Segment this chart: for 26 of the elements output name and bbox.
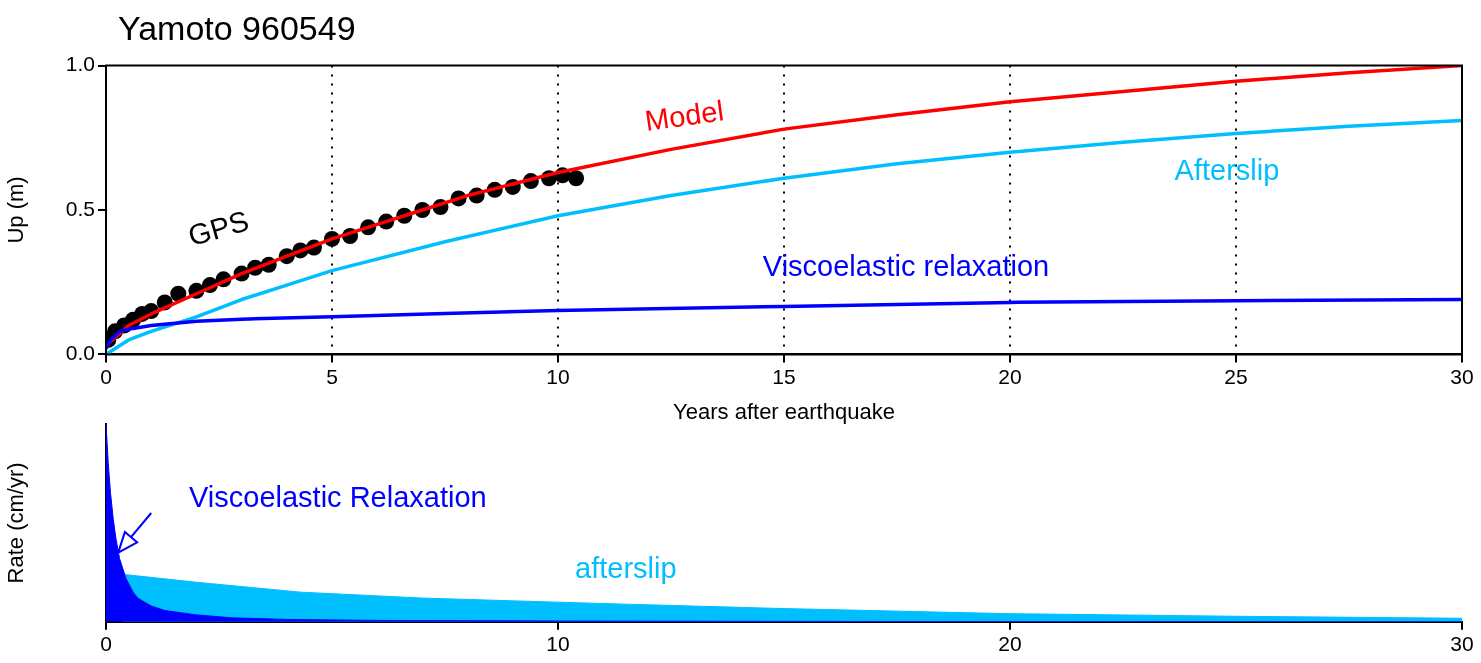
x-tick-label: 0 (100, 632, 112, 656)
series-label: Afterslip (1174, 154, 1280, 187)
y-axis-title: Up (m) (3, 176, 29, 244)
x-tick-label: 10 (546, 632, 570, 656)
x-tick-label: 20 (998, 364, 1022, 388)
text: GPS (184, 204, 253, 253)
x-tick-label: 5 (326, 364, 338, 388)
x-tick-label: 0 (100, 364, 112, 388)
text: Model (642, 94, 726, 137)
y-tick-label: 1.0 (65, 52, 95, 76)
x-tick-label: 10 (546, 364, 570, 388)
x-axis-title: Years after earthquake (673, 398, 895, 424)
y-axis-title: Rate (cm/yr) (3, 462, 29, 584)
text: Viscoelastic Relaxation (189, 481, 487, 514)
y-tick-label: 0.5 (65, 196, 95, 220)
point (568, 170, 585, 187)
x-tick-label: 30 (1450, 632, 1474, 656)
x-tick-label: 20 (998, 632, 1022, 656)
x-tick-label: 15 (772, 364, 796, 388)
x-tick-label: 25 (1224, 364, 1248, 388)
series-label: Viscoelastic relaxation (762, 249, 1050, 282)
y-tick-label: 0.0 (65, 341, 95, 365)
point (170, 285, 187, 302)
x-tick-label: 30 (1450, 364, 1474, 388)
chart-title: Yamoto 960549 (117, 8, 357, 49)
series-label: afterslip (575, 552, 677, 585)
